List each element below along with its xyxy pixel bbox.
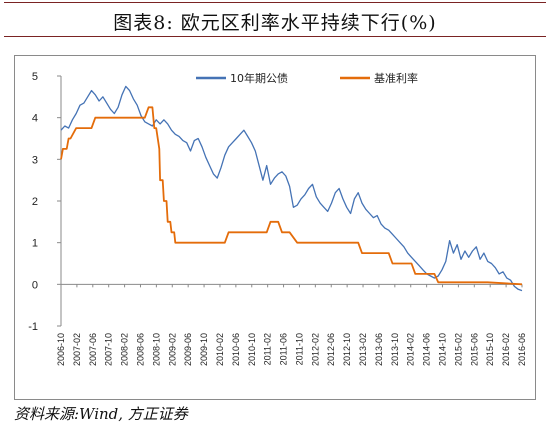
x-axis: 2006-10 2007-02 2007-06 2007-10 2008-02 2008-… [56, 283, 527, 366]
y-axis: 5 4 3 2 1 0 -1 [28, 71, 62, 333]
x-tick-label: 2014-10 [438, 333, 448, 366]
x-tick-label: 2015-06 [469, 333, 479, 366]
x-tick-label: 2010-10 [247, 333, 257, 366]
x-tick-label: 2015-02 [453, 333, 463, 366]
x-tick-label: 2013-02 [358, 333, 368, 366]
y-tick-label: 5 [32, 71, 38, 83]
y-tick-label: 0 [32, 279, 38, 291]
x-tick-label: 2009-06 [183, 333, 193, 366]
x-tick-label: 2014-02 [406, 333, 416, 366]
x-tick-label: 2008-02 [120, 333, 130, 366]
x-tick-label: 2012-02 [310, 333, 320, 366]
chart-title: 图表8: 欧元区利率水平持续下行(%) [113, 12, 437, 34]
x-tick-label: 2008-06 [135, 333, 145, 366]
y-tick-label: 1 [32, 238, 38, 250]
x-tick-label: 2007-02 [72, 333, 82, 366]
y-tick-label: 4 [32, 113, 38, 125]
x-tick-label: 2013-10 [390, 333, 400, 366]
x-tick-label: 2007-10 [104, 333, 114, 366]
x-tick-label: 2014-06 [422, 333, 432, 366]
x-tick-label: 2009-02 [167, 333, 177, 366]
chart-frame [14, 55, 536, 400]
plot-area [60, 85, 523, 292]
x-tick-label: 2011-10 [294, 333, 304, 365]
y-tick-label: -1 [28, 321, 38, 333]
header-rule-bottom [4, 36, 546, 37]
bond-yield-series [60, 85, 523, 292]
x-tick-label: 2016-06 [517, 333, 527, 366]
x-tick-label: 2006-10 [56, 333, 66, 366]
header-rule-top [4, 2, 546, 3]
legend: 10年期公债 基准利率 [196, 71, 418, 85]
x-tick-label: 2012-10 [342, 333, 352, 366]
x-tick-label: 2011-02 [263, 333, 273, 365]
x-tick-label: 2016-02 [501, 333, 511, 366]
x-tick-label: 2010-02 [215, 333, 225, 366]
legend-bond-label: 10年期公债 [230, 71, 288, 85]
report-header: 图表8: 欧元区利率水平持续下行(%) [0, 0, 550, 40]
policy-rate-series [60, 106, 523, 286]
x-tick-label: 2011-06 [279, 333, 289, 365]
x-tick-label: 2012-06 [326, 333, 336, 366]
x-tick-label: 2015-10 [485, 333, 495, 366]
x-tick-label: 2013-06 [374, 333, 384, 366]
x-tick-label: 2010-06 [231, 333, 241, 366]
y-tick-label: 2 [32, 196, 38, 208]
x-tick-label: 2007-06 [88, 333, 98, 366]
legend-policy-label: 基准利率 [374, 71, 418, 85]
y-tick-label: 3 [32, 154, 38, 166]
x-tick-label: 2008-10 [151, 333, 161, 366]
source-note: 资料来源:Wind, 方正证券 [14, 405, 188, 423]
x-tick-label: 2009-10 [199, 333, 209, 366]
